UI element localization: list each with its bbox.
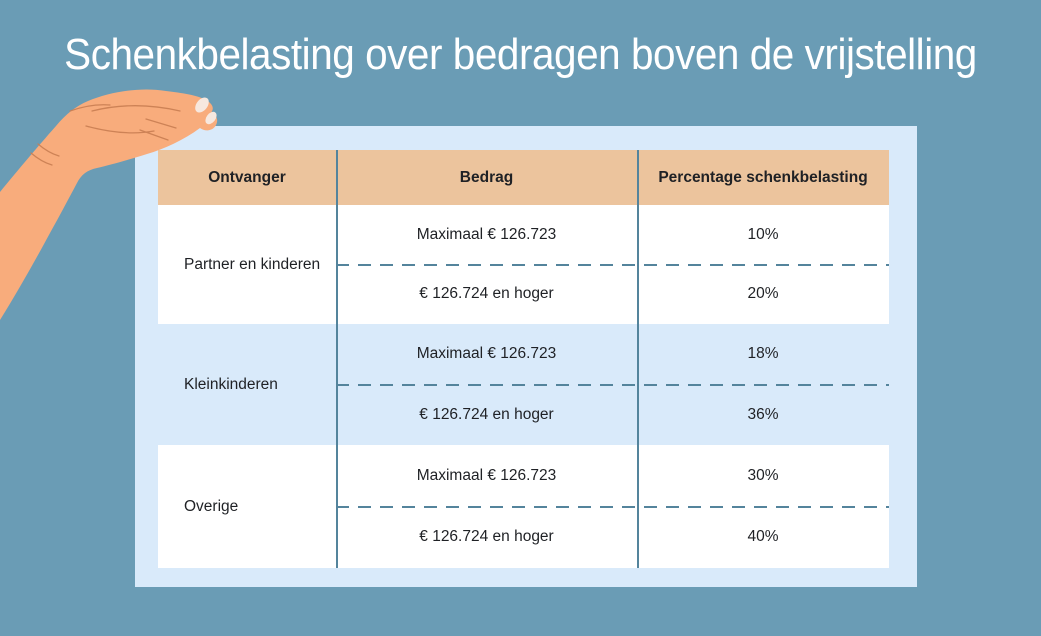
percentage-cell: 30% 40%: [637, 445, 889, 568]
tier-divider-dashed-line: [336, 383, 889, 386]
column-divider-2: [637, 150, 639, 568]
amount-tier-2: € 126.724 en hoger: [419, 405, 554, 423]
column-header-bedrag: Bedrag: [336, 150, 637, 205]
table-row-overige: Overige Maximaal € 126.723 € 126.724 en …: [158, 445, 889, 568]
percentage-tier-1: 10%: [747, 225, 779, 243]
recipient-cell: Partner en kinderen: [184, 255, 321, 273]
amount-tier-1: Maximaal € 126.723: [416, 345, 557, 363]
column-header-percentage: Percentage schenkbelasting: [637, 150, 889, 205]
percentage-tier-2: 36%: [747, 405, 779, 423]
giving-hand-illustration: [0, 89, 218, 320]
column-divider-1: [336, 150, 338, 568]
amount-cell: Maximaal € 126.723 € 126.724 en hoger: [336, 324, 637, 445]
fingernails: [195, 97, 217, 125]
percentage-tier-2: 20%: [747, 285, 779, 303]
table-row-partner-en-kinderen: Partner en kinderen Maximaal € 126.723 €…: [158, 205, 889, 324]
percentage-tier-1: 18%: [747, 345, 779, 363]
percentage-tier-2: 40%: [747, 528, 779, 546]
tier-divider-dashed-line: [336, 263, 889, 266]
amount-cell: Maximaal € 126.723 € 126.724 en hoger: [336, 205, 637, 324]
recipient-cell: Kleinkinderen: [184, 375, 278, 393]
hand-crease-lines: [30, 104, 181, 166]
column-header-ontvanger: Ontvanger: [158, 150, 336, 205]
hand-arm-shape: [0, 89, 218, 320]
table-row-kleinkinderen: Kleinkinderen Maximaal € 126.723 € 126.7…: [158, 324, 889, 445]
percentage-cell: 10% 20%: [637, 205, 889, 324]
recipient-cell: Overige: [184, 497, 239, 515]
table-header-row: Ontvanger Bedrag Percentage schenkbelast…: [158, 150, 889, 205]
amount-tier-2: € 126.724 en hoger: [419, 285, 554, 303]
tax-rate-table: Ontvanger Bedrag Percentage schenkbelast…: [158, 150, 889, 568]
page-title: Schenkbelasting over bedragen boven de v…: [64, 30, 977, 79]
percentage-tier-1: 30%: [747, 466, 779, 484]
amount-tier-1: Maximaal € 126.723: [416, 466, 557, 484]
amount-tier-2: € 126.724 en hoger: [419, 528, 554, 546]
percentage-cell: 18% 36%: [637, 324, 889, 445]
amount-tier-1: Maximaal € 126.723: [416, 225, 557, 243]
tier-divider-dashed-line: [336, 505, 889, 508]
table-panel: Ontvanger Bedrag Percentage schenkbelast…: [135, 126, 917, 587]
amount-cell: Maximaal € 126.723 € 126.724 en hoger: [336, 445, 637, 568]
